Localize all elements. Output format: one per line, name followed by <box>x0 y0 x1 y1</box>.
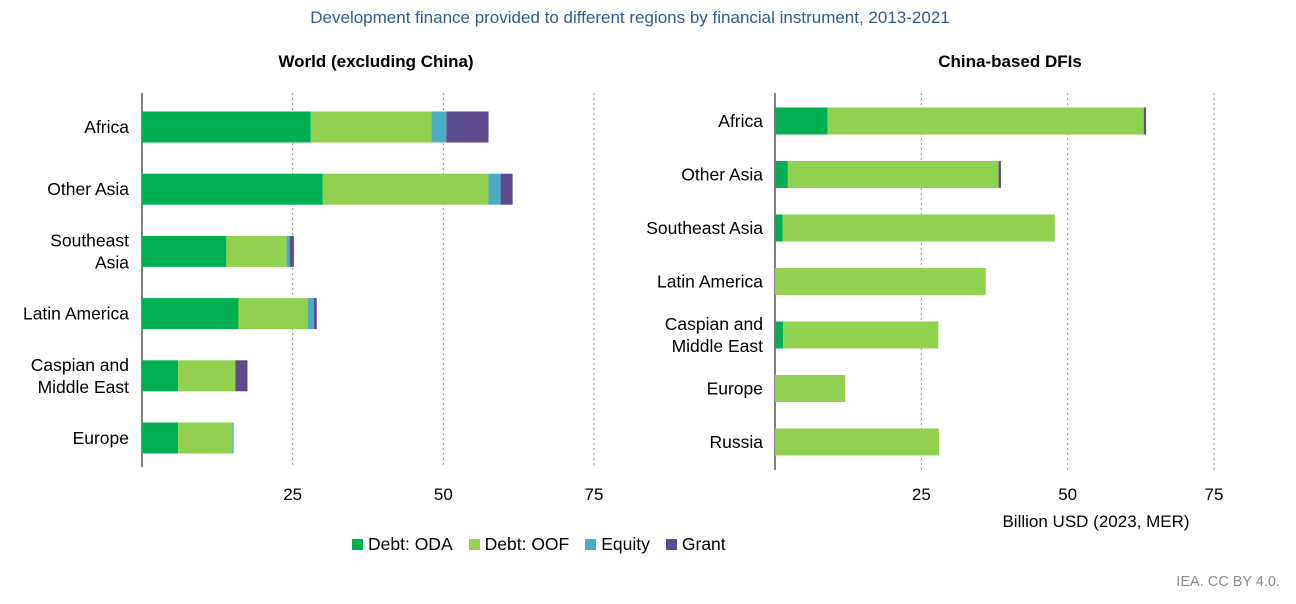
category-label-africa: Africa <box>718 111 763 131</box>
category-label-caspian-and-middle-east: Caspian and Middle East <box>665 314 763 356</box>
legend-swatch <box>352 539 363 550</box>
bar-other-asia-equity <box>488 173 501 205</box>
x-tick-label-25: 25 <box>912 485 931 504</box>
category-label-other-asia: Other Asia <box>681 165 763 185</box>
bar-europe-debt-oof <box>775 375 846 402</box>
bar-africa-grant <box>446 111 489 143</box>
bar-africa-debt-oda <box>142 111 311 143</box>
bar-southeast-asia-equity <box>286 235 290 267</box>
legend-swatch <box>665 539 677 550</box>
category-label-southeast-asia: Southeast Asia <box>646 218 763 238</box>
legend: Debt: ODA Debt: OOF Equity Grant <box>352 534 726 555</box>
bar-other-asia-grant <box>998 161 1001 188</box>
chart-title: Development finance provided to differen… <box>310 8 950 27</box>
world-excluding-china-panel: 25 50 75 World (excluding China) Africa Other… <box>23 52 603 504</box>
bar-latin-america-debt-oof <box>775 268 986 295</box>
category-label-other-asia: Other Asia <box>47 179 129 199</box>
bar-caspian-and-middle-east-debt-oof <box>783 321 939 349</box>
bar-latin-america-grant <box>313 298 317 330</box>
category-label-russia: Russia <box>710 432 764 452</box>
china-based-dfis-panel: 25 50 75 China-based DFIs Billion USD (2023,… <box>646 52 1223 531</box>
bar-caspian-and-middle-east-grant <box>235 360 248 392</box>
legend-label: Equity <box>601 534 650 554</box>
bar-latin-america-debt-oof <box>238 298 308 330</box>
legend-label: Debt: OOF <box>484 534 570 554</box>
legend-item-debt-oof: Debt: OOF <box>468 534 570 555</box>
category-label-southeast-asia: Southeast Asia <box>50 230 129 272</box>
category-label-latin-america: Latin America <box>657 272 763 292</box>
bar-russia-debt-oof <box>775 428 939 456</box>
legend-swatch <box>468 539 480 550</box>
category-label-caspian-and-middle-east: Caspian and Middle East <box>31 355 129 397</box>
bar-southeast-asia-debt-oda <box>142 235 227 267</box>
bar-latin-america-equity <box>307 298 314 330</box>
category-label-latin-america: Latin America <box>23 304 129 324</box>
category-label-europe: Europe <box>73 428 129 448</box>
x-tick-label-25: 25 <box>283 485 302 504</box>
bar-caspian-and-middle-east-debt-oda <box>775 321 784 349</box>
x-tick-label-75: 75 <box>1205 485 1224 504</box>
bar-europe-equity <box>232 422 234 454</box>
legend-label: Debt: ODA <box>368 534 453 554</box>
bar-other-asia-debt-oda <box>775 161 788 188</box>
x-tick-label-50: 50 <box>1058 485 1077 504</box>
category-label-europe: Europe <box>707 379 763 399</box>
legend-swatch <box>585 539 597 550</box>
bar-caspian-and-middle-east-debt-oda <box>142 360 179 392</box>
x-axis-title: Billion USD (2023, MER) <box>1002 512 1189 531</box>
legend-item-debt-oda: Debt: ODA <box>352 534 453 555</box>
x-tick-label-75: 75 <box>585 485 604 504</box>
bar-latin-america-debt-oda <box>142 298 239 330</box>
panel-title: China-based DFIs <box>938 52 1082 71</box>
bar-caspian-and-middle-east-debt-oof <box>178 360 236 392</box>
bar-southeast-asia-grant <box>289 235 294 267</box>
bar-africa-equity <box>431 111 447 143</box>
bar-southeast-asia-debt-oof <box>782 214 1055 242</box>
bar-other-asia-debt-oof <box>787 161 999 188</box>
bar-southeast-asia-debt-oof <box>226 235 287 267</box>
category-label-africa: Africa <box>84 117 129 137</box>
panel-title: World (excluding China) <box>278 52 473 71</box>
bar-other-asia-debt-oof <box>322 173 489 205</box>
bar-europe-debt-oof <box>178 422 233 454</box>
bar-other-asia-grant <box>500 173 513 205</box>
bar-africa-debt-oof <box>827 107 1144 135</box>
bar-africa-grant <box>1143 107 1147 135</box>
bar-africa-debt-oof <box>310 111 432 143</box>
legend-item-equity: Equity <box>585 534 650 555</box>
bar-africa-debt-oda <box>775 107 828 135</box>
source-note: IEA. CC BY 4.0. <box>1176 574 1280 590</box>
bar-other-asia-debt-oda <box>142 173 323 205</box>
bar-southeast-asia-debt-oda <box>775 214 783 242</box>
legend-label: Grant <box>681 534 726 554</box>
legend-item-grant: Grant <box>665 534 726 555</box>
x-tick-label-50: 50 <box>434 485 453 504</box>
bar-europe-debt-oda <box>142 422 179 454</box>
